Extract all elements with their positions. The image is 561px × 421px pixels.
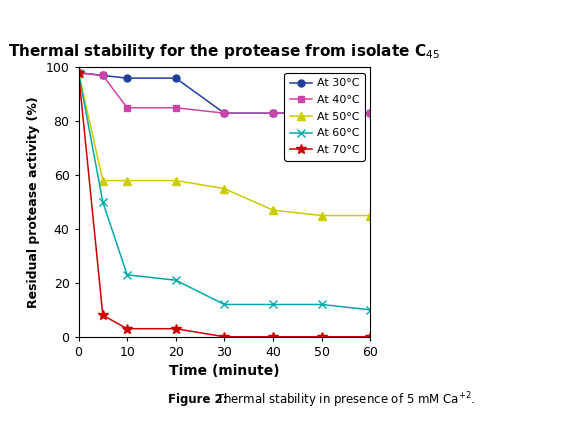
At 50°C [221,186,228,191]
At 50°C [172,178,179,183]
At 50°C [99,178,106,183]
At 40°C [270,111,277,116]
At 60°C [367,307,374,312]
At 50°C [124,178,131,183]
At 60°C [270,302,277,307]
At 50°C [318,213,325,218]
At 60°C [124,272,131,277]
At 30°C [318,111,325,116]
Text: Figure 2:: Figure 2: [168,394,228,406]
At 60°C [99,200,106,205]
Text: Thermal stability in presence of 5 mM Ca$^{+2}$.: Thermal stability in presence of 5 mM Ca… [216,390,475,410]
Title: Thermal stability for the protease from isolate C$_{45}$: Thermal stability for the protease from … [8,42,440,61]
At 40°C [367,111,374,116]
Line: At 70°C: At 70°C [73,68,375,342]
At 50°C [270,208,277,213]
At 60°C [75,70,82,75]
At 60°C [172,278,179,283]
Line: At 40°C: At 40°C [75,69,374,117]
Legend: At 30°C, At 40°C, At 50°C, At 60°C, At 70°C: At 30°C, At 40°C, At 50°C, At 60°C, At 7… [284,73,365,161]
Y-axis label: Residual protease activity (%): Residual protease activity (%) [27,96,40,308]
At 30°C [367,111,374,116]
At 40°C [172,105,179,110]
At 50°C [75,70,82,75]
X-axis label: Time (minute): Time (minute) [169,365,280,378]
At 70°C [75,70,82,75]
At 40°C [318,111,325,116]
At 70°C [221,334,228,339]
At 30°C [75,70,82,75]
At 40°C [75,70,82,75]
At 70°C [367,334,374,339]
At 40°C [124,105,131,110]
At 50°C [367,213,374,218]
At 70°C [99,313,106,318]
At 30°C [172,76,179,81]
At 70°C [270,334,277,339]
At 30°C [99,73,106,78]
At 30°C [270,111,277,116]
At 40°C [99,73,106,78]
Line: At 50°C: At 50°C [75,69,374,220]
At 30°C [124,76,131,81]
At 70°C [172,326,179,331]
At 60°C [318,302,325,307]
Line: At 60°C: At 60°C [75,69,374,314]
At 60°C [221,302,228,307]
At 70°C [124,326,131,331]
Line: At 30°C: At 30°C [75,69,374,117]
At 30°C [221,111,228,116]
At 70°C [318,334,325,339]
At 40°C [221,111,228,116]
